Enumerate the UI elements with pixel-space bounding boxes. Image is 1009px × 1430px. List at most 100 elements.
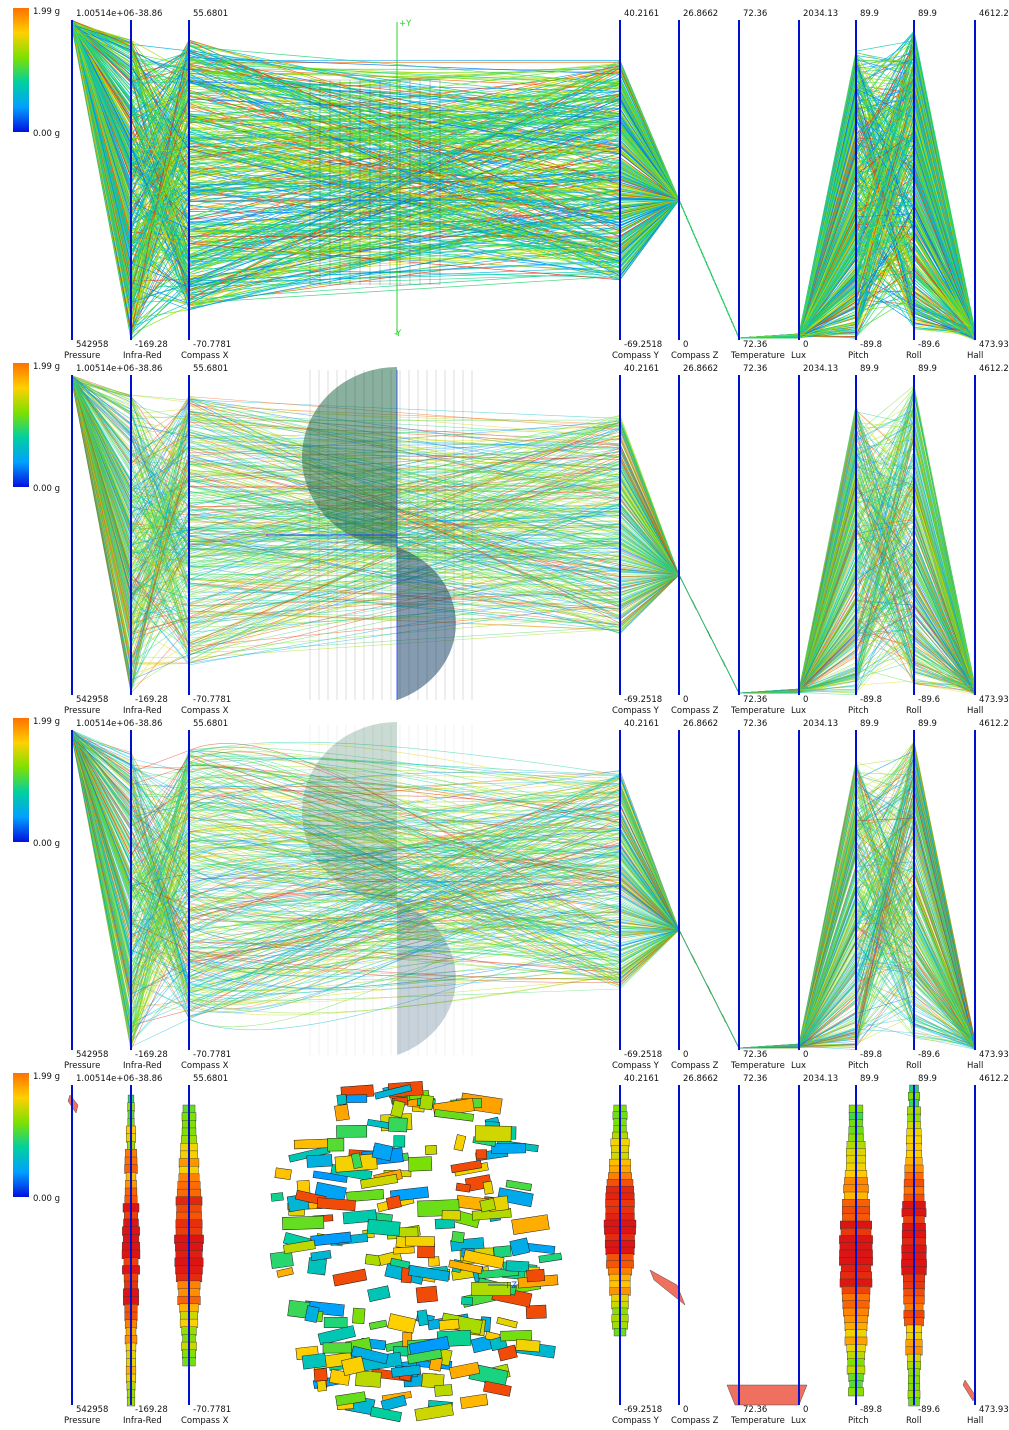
axis-name-label: Pressure [64, 706, 100, 716]
triad-plus-y: +Y [399, 19, 412, 29]
axis-min-label: 0 [803, 340, 808, 350]
colorbar [13, 718, 29, 842]
axis-min-label: 473.93 [979, 1405, 1009, 1415]
axis-max-label: 40.2161 [624, 9, 659, 19]
axis-max-label: 26.8662 [683, 719, 718, 729]
axis-max-label: 89.9 [918, 719, 937, 729]
axis-name-label: Compass X [181, 1416, 229, 1426]
axis-name-label: Temperature [730, 1416, 785, 1426]
axis-name-label: Roll [906, 351, 921, 361]
axis-min-label: 0 [803, 1405, 808, 1415]
axis-name-label: Temperature [730, 1061, 785, 1071]
colorbar [13, 8, 29, 132]
axis-min-label: 0 [803, 1050, 808, 1060]
s-shape-surface [302, 722, 473, 1055]
axis-name-label: Compass Z [671, 351, 719, 361]
axis-name-label: Hall [967, 706, 983, 716]
axis-name-label: Lux [791, 706, 806, 716]
axis-min-label: -89.8 [860, 340, 882, 350]
axis-name-label: Compass Y [612, 1061, 660, 1071]
axis-name-label: Pitch [848, 351, 869, 361]
axis-name-label: Roll [906, 1061, 921, 1071]
axis-max-label: 55.6801 [193, 364, 228, 374]
axis-name-label: Compass Y [612, 706, 660, 716]
axis-min-label: 0 [683, 1050, 688, 1060]
axis-min-label: -69.2518 [624, 1405, 662, 1415]
axis-max-label: 55.6801 [193, 9, 228, 19]
axis-min-label: -69.2518 [624, 340, 662, 350]
axis-max-label: 2034.13 [803, 1074, 838, 1084]
axis-name-label: Temperature [730, 706, 785, 716]
axis-min-label: 473.93 [979, 1050, 1009, 1060]
axis-max-label: 55.6801 [193, 1074, 228, 1084]
axis-max-label: 2034.13 [803, 719, 838, 729]
axis-max-label: -38.86 [135, 9, 162, 19]
axis-min-label: -69.2518 [624, 1050, 662, 1060]
colorbar-min-label: 0.00 g [33, 484, 60, 494]
axis-min-label: 0 [683, 340, 688, 350]
axis-name-label: Hall [967, 1416, 983, 1426]
polylines [71, 19, 976, 341]
axis-max-label: 40.2161 [624, 719, 659, 729]
panel-canvas: 1.99 g 0.00 g +Y -Y 1.00514e+06 542958Pressur… [13, 7, 1009, 361]
axis-name-label: Roll [906, 1416, 921, 1426]
axis-min-label: 542958 [76, 340, 108, 350]
axis-name-label: Lux [791, 351, 806, 361]
axis-max-label: 2034.13 [803, 364, 838, 374]
axis-min-label: -69.2518 [624, 695, 662, 705]
triad-minus-y: -Y [394, 329, 402, 339]
axis-max-label: 4612.2 [979, 9, 1009, 19]
panel-3: 1.99 g 0.00 g 1.00514e+06 542958 Pressure -38… [0, 710, 1009, 1075]
triad-plus-z: +Z [504, 1281, 517, 1291]
axis-max-label: -38.86 [135, 1074, 162, 1084]
axis-min-label: 0 [803, 695, 808, 705]
axis-min-label: -89.8 [860, 1405, 882, 1415]
axis-min-label: 72.36 [743, 1050, 767, 1060]
axis-name-label: Pitch [848, 1416, 869, 1426]
axis-name-label: Compass Y [612, 1416, 660, 1426]
axis-max-label: 89.9 [860, 9, 879, 19]
axis-min-label: -70.7781 [193, 1050, 231, 1060]
axis-name-label: Infra-Red [123, 1416, 162, 1426]
axis-max-label: 4612.2 [979, 1074, 1009, 1084]
axis-name-label: Hall [967, 1061, 983, 1071]
axis-name-label: Compass Z [671, 1416, 719, 1426]
axis-name-label: Hall [967, 351, 983, 361]
axis-max-label: 1.00514e+06 [76, 1074, 134, 1084]
axis-max-label: 72.36 [743, 1074, 767, 1084]
axis-name-label: Infra-Red [123, 351, 162, 361]
axis-max-label: 89.9 [918, 364, 937, 374]
axis-max-label: 26.8662 [683, 9, 718, 19]
axis-max-label: 89.9 [918, 1074, 937, 1084]
axis-name-label: Compass Z [671, 1061, 719, 1071]
axis-max-label: 72.36 [743, 364, 767, 374]
axis-max-label: 2034.13 [803, 9, 838, 19]
colorbar [13, 363, 29, 487]
axis-max-label: 26.8662 [683, 364, 718, 374]
volume-grid [309, 79, 441, 285]
axis-name-label: Temperature [730, 351, 785, 361]
colorbar-min-label: 0.00 g [33, 1194, 60, 1204]
axis-min-label: 72.36 [743, 695, 767, 705]
colorbar-max-label: 1.99 g [33, 7, 60, 17]
axis-min-label: -89.6 [918, 340, 940, 350]
polylines [71, 374, 976, 696]
3d-glyph-cluster [269, 1080, 563, 1423]
axis-max-label: 1.00514e+06 [76, 719, 134, 729]
axis-min-label: -169.28 [135, 1405, 168, 1415]
axis-name-label: Pressure [64, 1416, 100, 1426]
s-shape-surface [266, 367, 473, 700]
axis-min-label: 473.93 [979, 340, 1009, 350]
axis-name-label: Pressure [64, 1061, 100, 1071]
axis-max-label: 89.9 [860, 364, 879, 374]
axis-max-label: 26.8662 [683, 1074, 718, 1084]
axis-min-label: -70.7781 [193, 340, 231, 350]
axis-min-label: -89.6 [918, 1050, 940, 1060]
axis-min-label: -70.7781 [193, 1405, 231, 1415]
axis-min-label: 72.36 [743, 1405, 767, 1415]
axis-min-label: -169.28 [135, 1050, 168, 1060]
axis-min-label: 542958 [76, 695, 108, 705]
axis-max-label: 40.2161 [624, 364, 659, 374]
